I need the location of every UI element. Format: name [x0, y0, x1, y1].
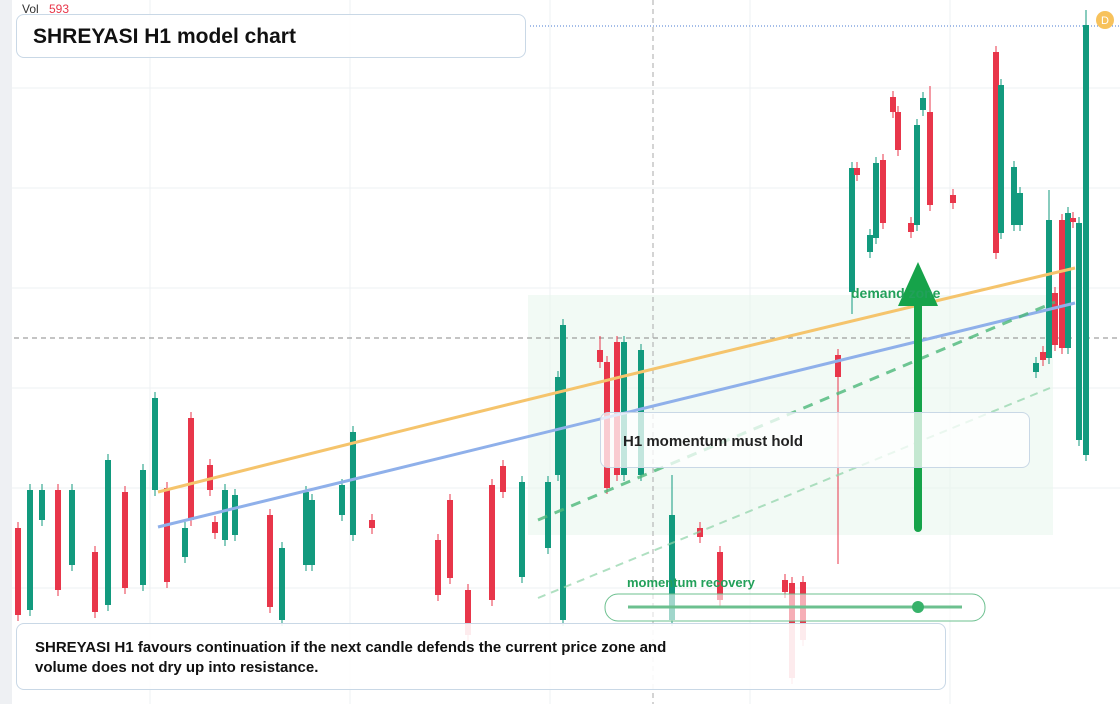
candle-body [55, 490, 61, 590]
candle-body [164, 488, 170, 582]
recovery-label: momentum recovery [627, 575, 756, 590]
slider-knob [912, 601, 924, 613]
candle-body [998, 85, 1004, 233]
candle-body [1040, 352, 1046, 360]
candle-body [350, 432, 356, 535]
vol-value: 593 [49, 2, 69, 16]
badge-text: D [1101, 15, 1109, 27]
candles [15, 10, 1089, 684]
candle-body [182, 528, 188, 557]
vol-label: Vol [22, 2, 39, 16]
candle-body [849, 168, 855, 292]
candle-body [895, 112, 901, 150]
candle-body [835, 355, 841, 377]
candle-body [222, 490, 228, 540]
candle-body [92, 552, 98, 612]
candle-body [188, 418, 194, 520]
candle-body [867, 235, 873, 252]
candle-body [15, 528, 21, 615]
candle-body [267, 515, 273, 607]
candle-body [369, 520, 375, 528]
badge [1096, 11, 1114, 29]
candle-body [39, 490, 45, 520]
candle-body [890, 97, 896, 112]
candle-body [489, 485, 495, 600]
candle-body [908, 223, 914, 232]
candle-body [1083, 25, 1089, 455]
candle-body [555, 377, 561, 475]
trend-dash [537, 300, 1056, 522]
candle-body [122, 492, 128, 588]
candle-body [1011, 167, 1017, 225]
candle-body [500, 466, 506, 492]
candle-body [545, 482, 551, 548]
candle-body [782, 580, 788, 592]
candle-body [303, 492, 309, 565]
arrow-head [898, 262, 938, 306]
note-text: SHREYASI H1 favours continuation if the … [35, 639, 667, 676]
candle-body [447, 500, 453, 578]
candle-body [152, 398, 158, 490]
candle-body [560, 325, 566, 620]
candle-body [339, 485, 345, 515]
candle-body [465, 590, 471, 635]
candle-body [854, 168, 860, 175]
candle-body [435, 540, 441, 595]
candle-body [1065, 213, 1071, 348]
candle-body [993, 52, 999, 253]
candle-body [614, 342, 620, 475]
candle-body [1070, 218, 1076, 222]
candle-body [950, 195, 956, 203]
candle-body [1052, 293, 1058, 345]
ma-orange [157, 266, 1076, 494]
title-box: SHREYASI H1 model chart [16, 14, 526, 58]
candle-body [105, 460, 111, 605]
candle-body [873, 163, 879, 238]
candle-body [1017, 193, 1023, 225]
note-box: SHREYASI H1 favours continuation if the … [16, 623, 946, 690]
candle-body [880, 160, 886, 223]
candle-body [519, 482, 525, 577]
candle-body [140, 470, 146, 585]
candle-body [1076, 223, 1082, 440]
candle-body [309, 500, 315, 565]
candle-body [1046, 220, 1052, 358]
left-strip [0, 0, 12, 704]
candle-body [27, 490, 33, 610]
demand-label: demand zone [851, 285, 941, 301]
candle-body [1033, 363, 1039, 372]
candle-body [621, 342, 627, 475]
candle-body [914, 125, 920, 225]
candle-body [920, 98, 926, 110]
candle-body [232, 495, 238, 535]
candle-body [717, 552, 723, 600]
candle-body [69, 490, 75, 565]
hold-box: H1 momentum must hold [600, 412, 1030, 468]
candle-body [212, 522, 218, 533]
candle-body [597, 350, 603, 362]
candle-body [279, 548, 285, 620]
candle-body [1059, 220, 1065, 348]
candle-body [669, 515, 675, 620]
candle-body [927, 112, 933, 205]
